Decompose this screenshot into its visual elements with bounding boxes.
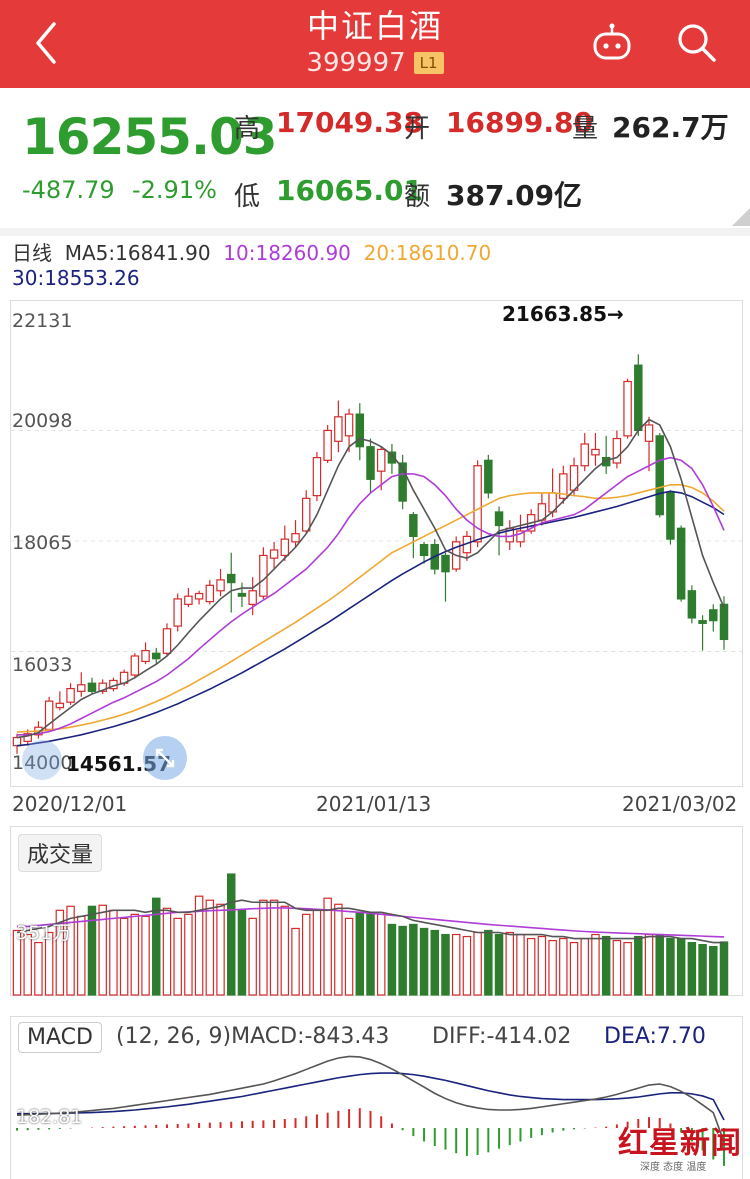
amount-label: 额 [404,182,431,212]
search-button[interactable] [674,20,720,66]
price-change: -487.79 [22,176,115,204]
high-value: 17049.38 [276,106,424,139]
level-badge: L1 [413,52,444,74]
macd-params-label: (12, 26, 9) [116,1024,232,1049]
amount-value: 387.09亿 [446,179,583,212]
volume-tab[interactable]: 成交量 [18,834,103,872]
robot-icon [593,23,631,60]
page-title: 中证白酒 [306,7,443,45]
max-price-annotation: 21663.85→ [502,302,624,326]
divider [0,228,750,236]
expand-corner-icon[interactable] [732,208,750,226]
y-tick-label: 16033 [12,654,73,676]
ma10-legend: 10:18260.90 [223,241,351,265]
y-tick-label: 22131 [12,310,73,332]
volume-label: 量 [572,114,599,144]
macd-chart-frame[interactable] [10,1016,743,1179]
expand-chart-button[interactable] [143,736,187,780]
ma20-legend: 20:18610.70 [363,241,492,265]
low-label: 低 [234,182,261,212]
stock-code-line: 399997 L1 [0,46,750,80]
period-label[interactable]: 日线 [12,241,52,265]
ma30-legend: 30:18553.26 [12,266,140,290]
app-header: 中证白酒 399997 L1 [0,0,750,88]
expand-icon [155,748,175,768]
y-tick-label: 20098 [12,410,73,432]
diff-value: DIFF:-414.02 [432,1024,572,1049]
stock-code: 399997 [306,48,406,78]
back-button[interactable] [28,18,68,68]
current-price: 16255.03 [22,108,278,166]
price-change-percent: -2.91% [132,176,217,204]
watermark-tagline: 深度 态度 温度 [640,1162,707,1173]
y-tick-label: 14000 [12,752,73,774]
ma5-legend: MA5:16841.90 [64,241,211,265]
search-icon [678,24,716,62]
macd-y-tick-label: 182.81 [16,1106,83,1128]
y-tick-label: 18065 [12,532,73,554]
ma-legend: 日线 MA5:16841.90 10:18260.90 20:18610.70 … [12,241,491,291]
title-block: 中证白酒 399997 L1 [0,6,750,80]
macd-params: (12, 26, 9)MACD:-843.43 [116,1024,389,1049]
open-value: 16899.80 [446,106,594,139]
chevron-left-icon [36,22,56,64]
dea-value: DEA:7.70 [604,1024,706,1049]
open-label: 开 [404,114,431,144]
x-tick-label: 2021/01/13 [316,792,432,816]
volume-chart-frame[interactable] [10,826,743,996]
high-label: 高 [234,114,261,144]
watermark-logo: 红星新闻 [618,1126,742,1161]
x-tick-label: 2020/12/01 [12,792,128,816]
low-value: 16065.01 [276,174,424,207]
robot-assistant-button[interactable] [590,22,634,66]
zoom-handle[interactable] [22,740,62,780]
volume-y-tick-label: 351万 [16,922,72,944]
volume-value: 262.7万 [612,111,729,144]
macd-tab[interactable]: MACD [18,1022,102,1053]
macd-value: MACD:-843.43 [231,1024,390,1049]
kline-chart-frame[interactable] [10,300,743,787]
quote-panel: 16255.03 -487.79 -2.91% 高 17049.38 开 168… [0,88,750,228]
x-tick-label: 2021/03/02 [622,792,738,816]
